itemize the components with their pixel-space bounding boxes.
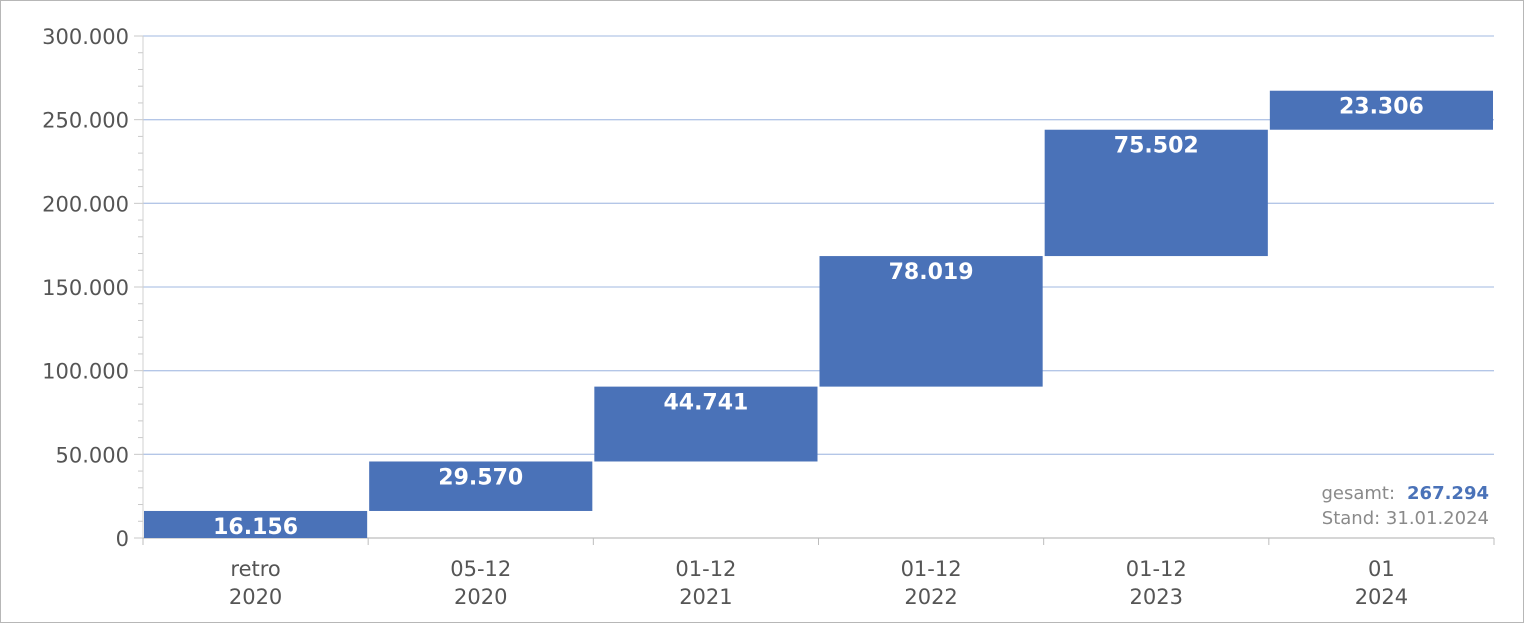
x-tick-label: 2021 bbox=[679, 585, 732, 609]
y-tick-label: 50.000 bbox=[56, 443, 129, 467]
bar-value-label: 75.502 bbox=[1114, 134, 1199, 159]
x-tick-label: 2023 bbox=[1130, 585, 1183, 609]
x-tick-label: 2022 bbox=[904, 585, 957, 609]
x-tick-label: 01 bbox=[1368, 557, 1395, 581]
bar bbox=[819, 256, 1043, 387]
x-tick-label: 01-12 bbox=[1126, 557, 1187, 581]
bar bbox=[1044, 129, 1268, 257]
x-tick-label: 2020 bbox=[454, 585, 507, 609]
date-annotation: Stand: 31.01.2024 bbox=[1322, 508, 1489, 529]
bar-value-label: 44.741 bbox=[663, 391, 748, 416]
bar bbox=[1269, 90, 1493, 130]
x-tick-label: 2020 bbox=[229, 585, 282, 609]
total-annotation: gesamt: 267.294 bbox=[1321, 483, 1489, 504]
bar-value-label: 29.570 bbox=[438, 465, 523, 490]
gridlines bbox=[143, 35, 1494, 455]
x-tick-label: 2024 bbox=[1355, 585, 1408, 609]
bar bbox=[144, 510, 368, 538]
bar bbox=[369, 461, 593, 511]
bar-value-label: 23.306 bbox=[1339, 95, 1424, 120]
y-axis: 0 50.000 100.000 150.000 200.000 250.000 300.0… bbox=[42, 25, 144, 551]
bar bbox=[594, 386, 818, 462]
x-tick-label: 05-12 bbox=[450, 557, 511, 581]
total-value: 267.294 bbox=[1407, 483, 1489, 504]
y-tick-label: 300.000 bbox=[42, 25, 129, 49]
bar-value-label: 16.156 bbox=[213, 515, 298, 540]
x-tick-label: 01-12 bbox=[901, 557, 962, 581]
y-tick-label: 150.000 bbox=[42, 276, 129, 300]
y-tick-label: 0 bbox=[116, 527, 129, 551]
x-tick-label: retro bbox=[230, 557, 280, 581]
y-tick-label: 250.000 bbox=[42, 109, 129, 133]
x-axis: retro 2020 05-12 2020 01-12 2021 01-12 2022 01-1… bbox=[142, 537, 1495, 609]
x-tick-label: 01-12 bbox=[675, 557, 736, 581]
y-tick-label: 100.000 bbox=[42, 360, 129, 384]
summary-annotation: gesamt: 267.294 Stand: 31.01.2024 bbox=[1321, 483, 1489, 529]
bar-value-label: 78.019 bbox=[889, 260, 974, 285]
total-label: gesamt: bbox=[1321, 483, 1395, 504]
y-tick-label: 200.000 bbox=[42, 192, 129, 216]
bars: 16.156 29.570 44.741 78.019 75.502 23.306 bbox=[144, 90, 1493, 540]
